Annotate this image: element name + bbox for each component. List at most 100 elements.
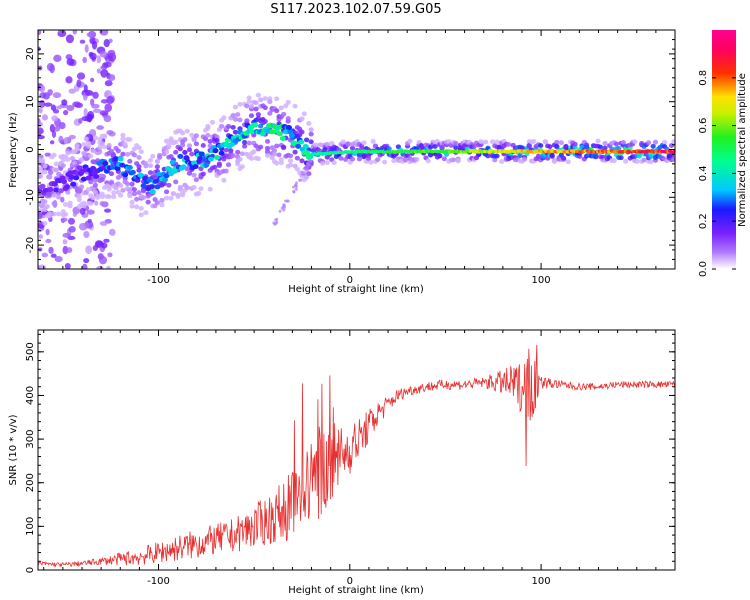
- spectrum-cell: [274, 96, 280, 102]
- spectrum-cell: [65, 76, 73, 84]
- spectrum-cell: [274, 143, 280, 149]
- snr-ylabel: SNR (10 * v/v): [8, 414, 19, 485]
- spectrum-cell: [308, 131, 314, 137]
- spectrum-cell: [131, 191, 138, 197]
- spectrum-cell: [85, 245, 93, 255]
- spectrum-cell: [86, 32, 92, 37]
- y-tick-label: 10: [25, 95, 36, 108]
- spectrum-cell: [652, 139, 659, 145]
- spectrum-cell: [309, 159, 313, 163]
- spectrum-cell: [285, 99, 291, 105]
- spectrum-cell: [308, 127, 314, 133]
- x-tick-label: 100: [532, 576, 551, 587]
- spectrum-cell: [49, 140, 55, 145]
- spectrum-cell: [173, 139, 179, 145]
- spectrum-cell: [68, 134, 76, 140]
- spectrum-cell: [42, 199, 48, 205]
- spectrum-cell: [237, 117, 243, 123]
- spectrum-cell: [168, 136, 174, 142]
- spectrum-cell: [219, 123, 225, 129]
- spectrum-cell: [281, 144, 287, 150]
- spectrum-cell: [489, 139, 496, 145]
- spectrum-cell: [214, 134, 220, 140]
- spectrum-cell: [150, 153, 156, 159]
- spectrum-cell: [193, 177, 199, 183]
- spectrum-cell: [274, 160, 280, 166]
- spectrum-cell: [103, 114, 112, 123]
- spectrum-ridge-cell: [218, 150, 225, 156]
- spectrum-cell: [124, 151, 131, 157]
- spectrum-cell: [191, 172, 197, 178]
- spectrum-cell: [278, 209, 282, 213]
- spectrum-cell: [118, 192, 124, 198]
- spectrum-ridge-cell: [214, 155, 221, 161]
- spectrum-cell: [122, 175, 128, 181]
- snr-panel: -100 0 100 0 100 200 300 400 500 Height of strai…: [8, 329, 676, 596]
- spectrum-cell: [168, 195, 174, 201]
- spectrum-cell: [287, 162, 294, 168]
- spectrum-cell: [255, 156, 261, 162]
- spectrum-cell: [282, 203, 286, 207]
- spectrum-cell: [96, 125, 105, 130]
- spectrum-ridge-cell: [53, 187, 60, 193]
- spectrum-cell: [60, 163, 66, 169]
- spectrum-cell: [285, 116, 291, 121]
- spectrum-cell: [53, 161, 59, 167]
- spectrum-ridge-cell: [51, 181, 58, 187]
- spectrum-cell: [232, 129, 239, 135]
- spectrum-cell: [104, 208, 112, 213]
- spectrum-cell: [48, 246, 54, 254]
- x-tick-label: -100: [147, 576, 170, 587]
- spectrum-cell: [64, 263, 71, 269]
- spectrum-cell: [157, 155, 163, 160]
- spectrum-cell: [198, 186, 204, 192]
- spectrum-cell: [143, 210, 149, 216]
- spectrum-cell: [140, 195, 147, 200]
- spectrum-cell: [441, 156, 447, 162]
- spectrum-ridge-cell: [93, 173, 100, 179]
- colorbar-tick-label: 0.2: [698, 213, 709, 229]
- spectrum-cell: [262, 96, 268, 101]
- spectrum-ridge-cell: [57, 188, 64, 194]
- spectrum-cell: [191, 184, 197, 190]
- spectrum-cell: [345, 141, 351, 147]
- spectrum-cell: [505, 142, 512, 147]
- spectrum-cell: [499, 159, 505, 164]
- spectrum-cell: [90, 98, 95, 106]
- spectrum-cell: [671, 139, 675, 144]
- spectrum-cell: [103, 39, 110, 48]
- spectrum-cell: [115, 148, 121, 154]
- spectrum-cell: [186, 170, 193, 176]
- spectrum-ridge-cell: [207, 156, 214, 162]
- spectrum-cell: [246, 99, 252, 104]
- spectrogram-xlabel: Height of straight line (km): [288, 284, 424, 295]
- spectrum-cell: [271, 151, 278, 157]
- spectrum-cell: [107, 74, 116, 82]
- spectrum-cell: [127, 193, 133, 199]
- spectrum-ridge-cell: [249, 129, 256, 135]
- spectrum-cell: [66, 104, 75, 111]
- snr-xlabel: Height of straight line (km): [288, 585, 424, 596]
- colorbar-tick-label: 0.8: [698, 70, 709, 86]
- spectrum-cell: [101, 144, 108, 150]
- spectrum-cell: [492, 157, 498, 163]
- spectrum-cell: [108, 228, 116, 236]
- spectrum-cell: [45, 228, 50, 236]
- spectrum-cell: [50, 104, 57, 111]
- spectrum-ridge-cell: [269, 129, 276, 135]
- spectrum-ridge-cell: [282, 129, 289, 135]
- spectrum-cell: [63, 137, 68, 145]
- spectrum-cell: [101, 134, 108, 140]
- spectrum-cell: [51, 201, 57, 206]
- spectrum-cell: [611, 158, 617, 164]
- spectrum-cell: [136, 190, 142, 195]
- spectrum-ridge-cell: [70, 181, 77, 187]
- spectrum-cell: [45, 238, 52, 244]
- spectrum-cell: [55, 105, 63, 110]
- y-tick-label: 300: [25, 430, 36, 449]
- spectrum-cell: [542, 139, 548, 145]
- spectrum-cell: [74, 102, 84, 109]
- spectrum-cell: [54, 256, 63, 263]
- spectrum-cell: [120, 132, 126, 138]
- y-tick-label: 0: [25, 567, 36, 573]
